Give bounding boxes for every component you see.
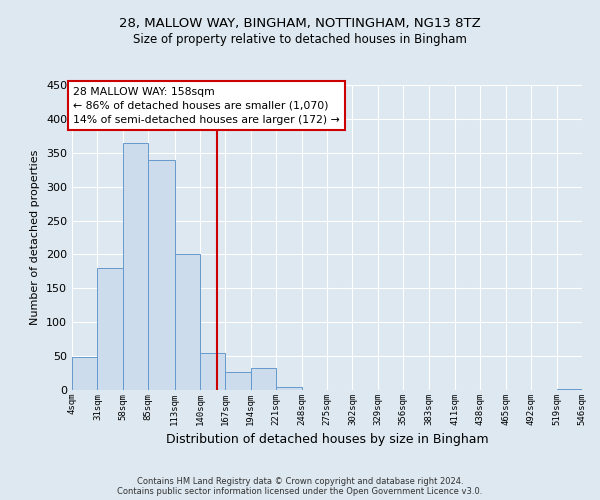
Bar bbox=[148, 160, 175, 390]
Bar bbox=[97, 268, 123, 390]
Bar bbox=[251, 368, 276, 390]
Bar bbox=[175, 254, 200, 390]
Bar bbox=[72, 357, 97, 390]
Text: Contains public sector information licensed under the Open Government Licence v3: Contains public sector information licen… bbox=[118, 488, 482, 496]
Bar bbox=[123, 142, 148, 390]
X-axis label: Distribution of detached houses by size in Bingham: Distribution of detached houses by size … bbox=[166, 434, 488, 446]
Bar bbox=[226, 372, 251, 390]
Y-axis label: Number of detached properties: Number of detached properties bbox=[31, 150, 40, 325]
Text: Contains HM Land Registry data © Crown copyright and database right 2024.: Contains HM Land Registry data © Crown c… bbox=[137, 478, 463, 486]
Bar bbox=[276, 386, 302, 390]
Text: 28 MALLOW WAY: 158sqm
← 86% of detached houses are smaller (1,070)
14% of semi-d: 28 MALLOW WAY: 158sqm ← 86% of detached … bbox=[73, 86, 340, 124]
Text: 28, MALLOW WAY, BINGHAM, NOTTINGHAM, NG13 8TZ: 28, MALLOW WAY, BINGHAM, NOTTINGHAM, NG1… bbox=[119, 18, 481, 30]
Bar bbox=[200, 352, 226, 390]
Text: Size of property relative to detached houses in Bingham: Size of property relative to detached ho… bbox=[133, 32, 467, 46]
